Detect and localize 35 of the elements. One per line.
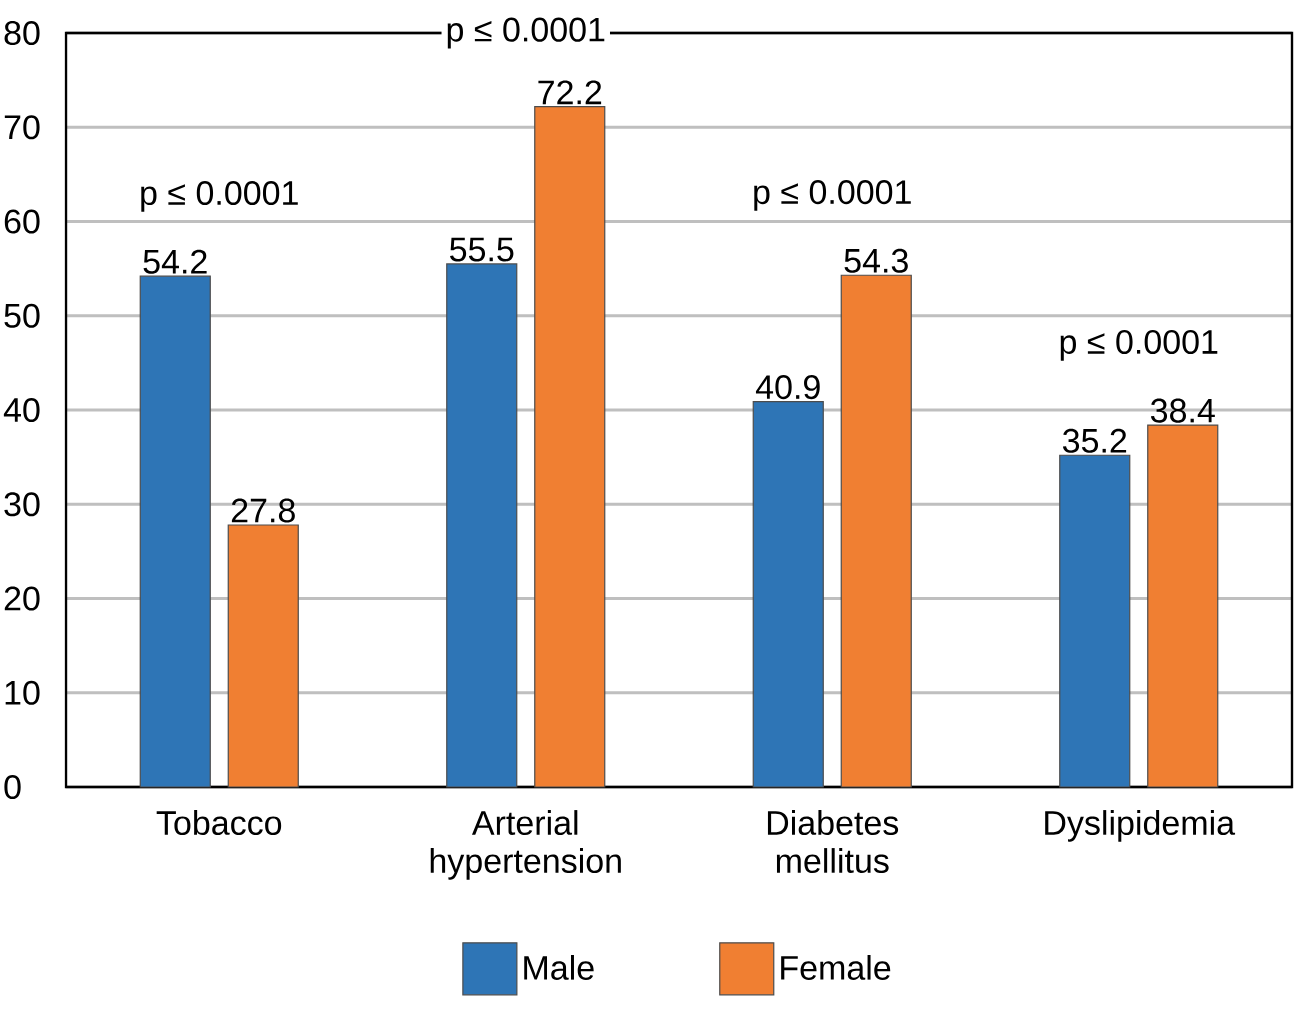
- annotation: p ≤ 0.0001: [447, 17, 605, 49]
- legend-label: Female: [781, 954, 891, 980]
- y-tick-label: 30: [4, 492, 40, 517]
- data-label: 54.3: [844, 248, 908, 273]
- data-label: 27.8: [231, 498, 295, 523]
- y-tick-label: 20: [4, 586, 40, 611]
- y-tick-label: 60: [4, 209, 40, 234]
- data-label: 72.2: [538, 80, 602, 105]
- data-label: 55.5: [450, 237, 514, 262]
- data-label: 54.2: [143, 249, 207, 274]
- data-label: 35.2: [1062, 428, 1127, 453]
- bar: [752, 400, 824, 788]
- legend-label: Male: [524, 954, 594, 980]
- data-label: 40.9: [755, 375, 820, 400]
- y-tick-label: 70: [4, 115, 40, 140]
- annotation: p ≤ 0.0001: [754, 180, 911, 211]
- bar: [840, 274, 912, 788]
- y-tick-label: 40: [3, 397, 40, 423]
- annotation: p ≤ 0.0001: [141, 180, 298, 212]
- annotation: p ≤ 0.0001: [1060, 329, 1218, 361]
- bar: [227, 524, 299, 788]
- bar: [534, 105, 606, 788]
- x-tick-label: Arterial hypertension: [430, 810, 621, 880]
- bar: [446, 263, 518, 788]
- bar: [139, 275, 211, 788]
- y-tick-label: 50: [4, 303, 40, 328]
- y-tick-label: 0: [4, 774, 21, 800]
- bar: [1147, 424, 1219, 788]
- x-tick-label: Diabetes mellitus: [767, 810, 899, 874]
- y-tick-label: 80: [4, 20, 40, 46]
- y-tick-label: 10: [5, 680, 40, 705]
- x-tick-label: Tobacco: [156, 810, 282, 836]
- x-tick-label: Dyslipidemia: [1045, 810, 1236, 842]
- bar: [1059, 454, 1131, 788]
- data-label: 38.4: [1150, 398, 1215, 423]
